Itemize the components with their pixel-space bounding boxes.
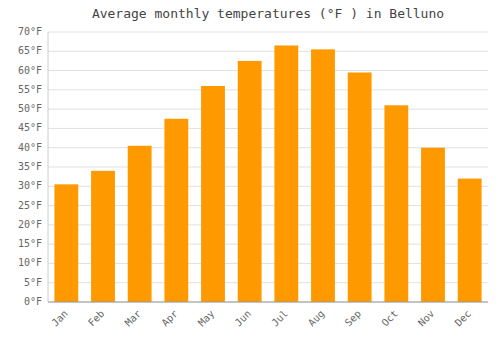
chart-container: 0°F 5°F 10°F 15°F 20°F 25°F 30°F 35°F 40°F 45°F 50…: [0, 0, 500, 350]
bar: [421, 148, 445, 302]
y-tick-label: 40°F: [18, 142, 42, 153]
grid-line: [48, 128, 488, 129]
bar: [311, 49, 335, 302]
y-tick-label: 0°F: [24, 296, 42, 307]
y-tick-label: 20°F: [18, 219, 42, 230]
y-tick-label: 30°F: [18, 180, 42, 191]
x-tick-label: Feb: [86, 308, 107, 329]
chart: 0°F 5°F 10°F 15°F 20°F 25°F 30°F 35°F 40°F 45°F 50…: [0, 0, 500, 350]
y-tick-label: 60°F: [18, 65, 42, 76]
x-tick-label: Oct: [379, 308, 400, 329]
grid-line: [48, 32, 488, 33]
x-tick-label: Jun: [233, 308, 254, 329]
grid-line: [48, 70, 488, 71]
y-tick-label: 50°F: [18, 103, 42, 114]
y-axis-line: [48, 32, 49, 302]
bar: [164, 119, 188, 302]
bar: [128, 146, 152, 302]
y-tick-label: 5°F: [24, 277, 42, 288]
bar: [384, 105, 408, 302]
y-tick-label: 55°F: [18, 84, 42, 95]
bar: [238, 61, 262, 302]
bar: [91, 171, 115, 302]
x-tick-label: Apr: [159, 308, 180, 329]
y-tick-label: 35°F: [18, 161, 42, 172]
bar: [54, 184, 78, 302]
bar: [274, 46, 298, 303]
title: Average monthly temperatures (°F ) in Be…: [92, 6, 444, 21]
x-tick-label: Dec: [453, 308, 474, 329]
x-tick-label: Sep: [343, 308, 364, 329]
x-tick-label: Aug: [306, 308, 327, 329]
x-tick-label: May: [196, 308, 217, 329]
grid-line: [48, 302, 488, 303]
y-tick-label: 25°F: [18, 200, 42, 211]
y-tick-label: 15°F: [18, 238, 42, 249]
y-tick-label: 45°F: [18, 122, 42, 133]
y-tick-label: 10°F: [18, 257, 42, 268]
x-tick-label: Jul: [269, 308, 290, 329]
x-axis-line: [48, 302, 488, 303]
x-tick-label: Nov: [416, 308, 437, 329]
x-tick-label: Mar: [123, 308, 144, 329]
y-tick-label: 70°F: [18, 26, 42, 37]
y-grid: [48, 32, 488, 302]
x-tick-label: Jan: [49, 308, 70, 329]
grid-line: [48, 51, 488, 52]
grid-line: [48, 89, 488, 90]
bar: [458, 179, 482, 302]
bar: [348, 73, 372, 303]
bars: [54, 46, 481, 303]
grid-line: [48, 109, 488, 110]
y-tick-label: 65°F: [18, 45, 42, 56]
bar: [201, 86, 225, 302]
